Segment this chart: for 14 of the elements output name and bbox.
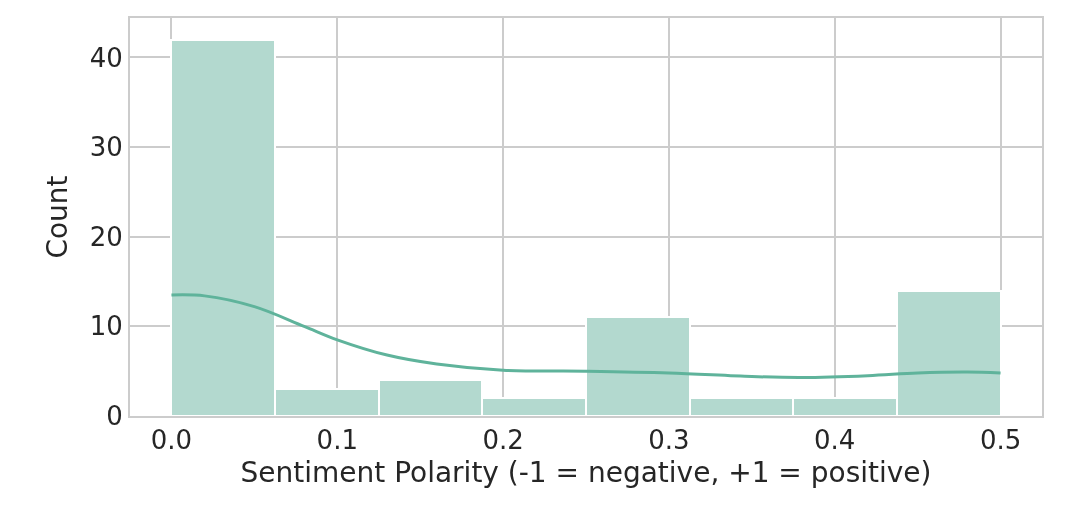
y-tick-label: 10 bbox=[89, 311, 123, 342]
x-tick-label: 0.4 bbox=[814, 425, 856, 456]
x-tick-label: 0.3 bbox=[648, 425, 690, 456]
x-tick-label: 0.2 bbox=[482, 425, 524, 456]
y-tick-label: 30 bbox=[89, 132, 123, 163]
y-tick-label: 0 bbox=[106, 401, 123, 432]
x-tick-label: 0.0 bbox=[150, 425, 193, 456]
y-axis-title: Count bbox=[40, 175, 74, 259]
x-axis-title: Sentiment Polarity (-1 = negative, +1 = positive) bbox=[240, 455, 932, 489]
y-tick-label: 40 bbox=[89, 42, 123, 73]
y-tick-label: 20 bbox=[89, 221, 123, 252]
x-tick-label: 0.1 bbox=[316, 425, 358, 456]
x-tick-label: 0.5 bbox=[979, 425, 1022, 456]
line-series bbox=[169, 293, 1003, 379]
